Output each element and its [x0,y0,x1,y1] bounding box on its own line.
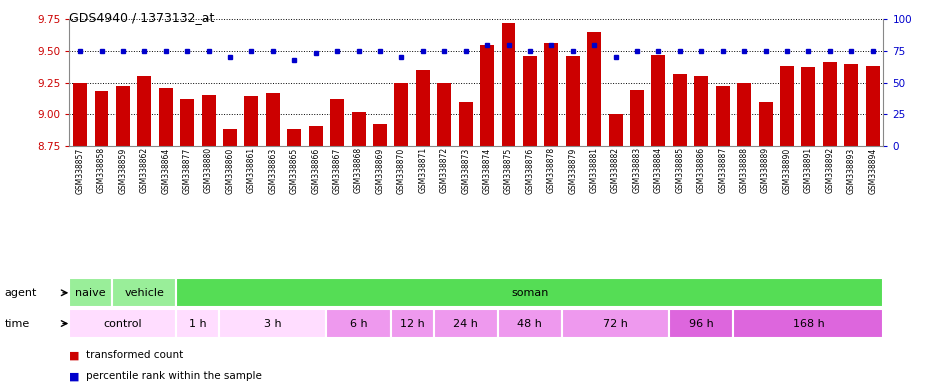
Text: control: control [104,318,142,329]
Text: naive: naive [76,288,106,298]
Bar [845,64,858,146]
Bar [672,74,687,146]
Text: 96 h: 96 h [689,318,714,329]
Text: 72 h: 72 h [603,318,628,329]
Text: GDS4940 / 1373132_at: GDS4940 / 1373132_at [69,12,215,25]
Bar [288,129,302,146]
Text: agent: agent [5,288,37,298]
Text: vehicle: vehicle [124,288,165,298]
Bar [609,114,623,146]
Text: 12 h: 12 h [400,318,425,329]
Bar [734,309,883,338]
Bar [866,66,880,146]
Text: 6 h: 6 h [350,318,367,329]
Text: 24 h: 24 h [453,318,478,329]
Bar [669,309,734,338]
Bar [177,278,883,307]
Bar [587,32,601,146]
Bar [737,83,751,146]
Bar [138,76,152,146]
Bar [801,67,815,146]
Bar [545,43,559,146]
Bar [566,56,580,146]
Bar [523,56,536,146]
Bar [459,102,473,146]
Bar [159,88,173,146]
Text: ■: ■ [69,371,80,381]
Bar [330,99,344,146]
Bar [695,76,709,146]
Bar [116,86,130,146]
Bar [73,83,87,146]
Bar [69,278,112,307]
Text: 48 h: 48 h [517,318,542,329]
Bar [202,95,216,146]
Text: 1 h: 1 h [189,318,206,329]
Bar [94,91,108,146]
Bar [219,309,327,338]
Bar [758,102,772,146]
Text: ■: ■ [69,350,80,360]
Bar [498,309,562,338]
Text: transformed count: transformed count [86,350,183,360]
Bar [823,62,837,146]
Bar [434,309,498,338]
Text: percentile rank within the sample: percentile rank within the sample [86,371,262,381]
Bar [180,99,194,146]
Bar [438,83,451,146]
Bar [265,93,280,146]
Bar [390,309,434,338]
Bar [562,309,669,338]
Bar [480,45,494,146]
Text: 168 h: 168 h [793,318,824,329]
Text: time: time [5,318,30,329]
Bar [352,112,365,146]
Bar [630,90,644,146]
Bar [223,129,237,146]
Bar [416,70,430,146]
Bar [373,124,387,146]
Bar [780,66,794,146]
Text: 3 h: 3 h [264,318,282,329]
Bar [112,278,177,307]
Bar [177,309,219,338]
Bar [327,309,390,338]
Bar [394,83,408,146]
Bar [716,86,730,146]
Bar [244,96,258,146]
Bar [69,309,177,338]
Bar [501,23,515,146]
Text: soman: soman [512,288,549,298]
Bar [309,126,323,146]
Bar [651,55,665,146]
